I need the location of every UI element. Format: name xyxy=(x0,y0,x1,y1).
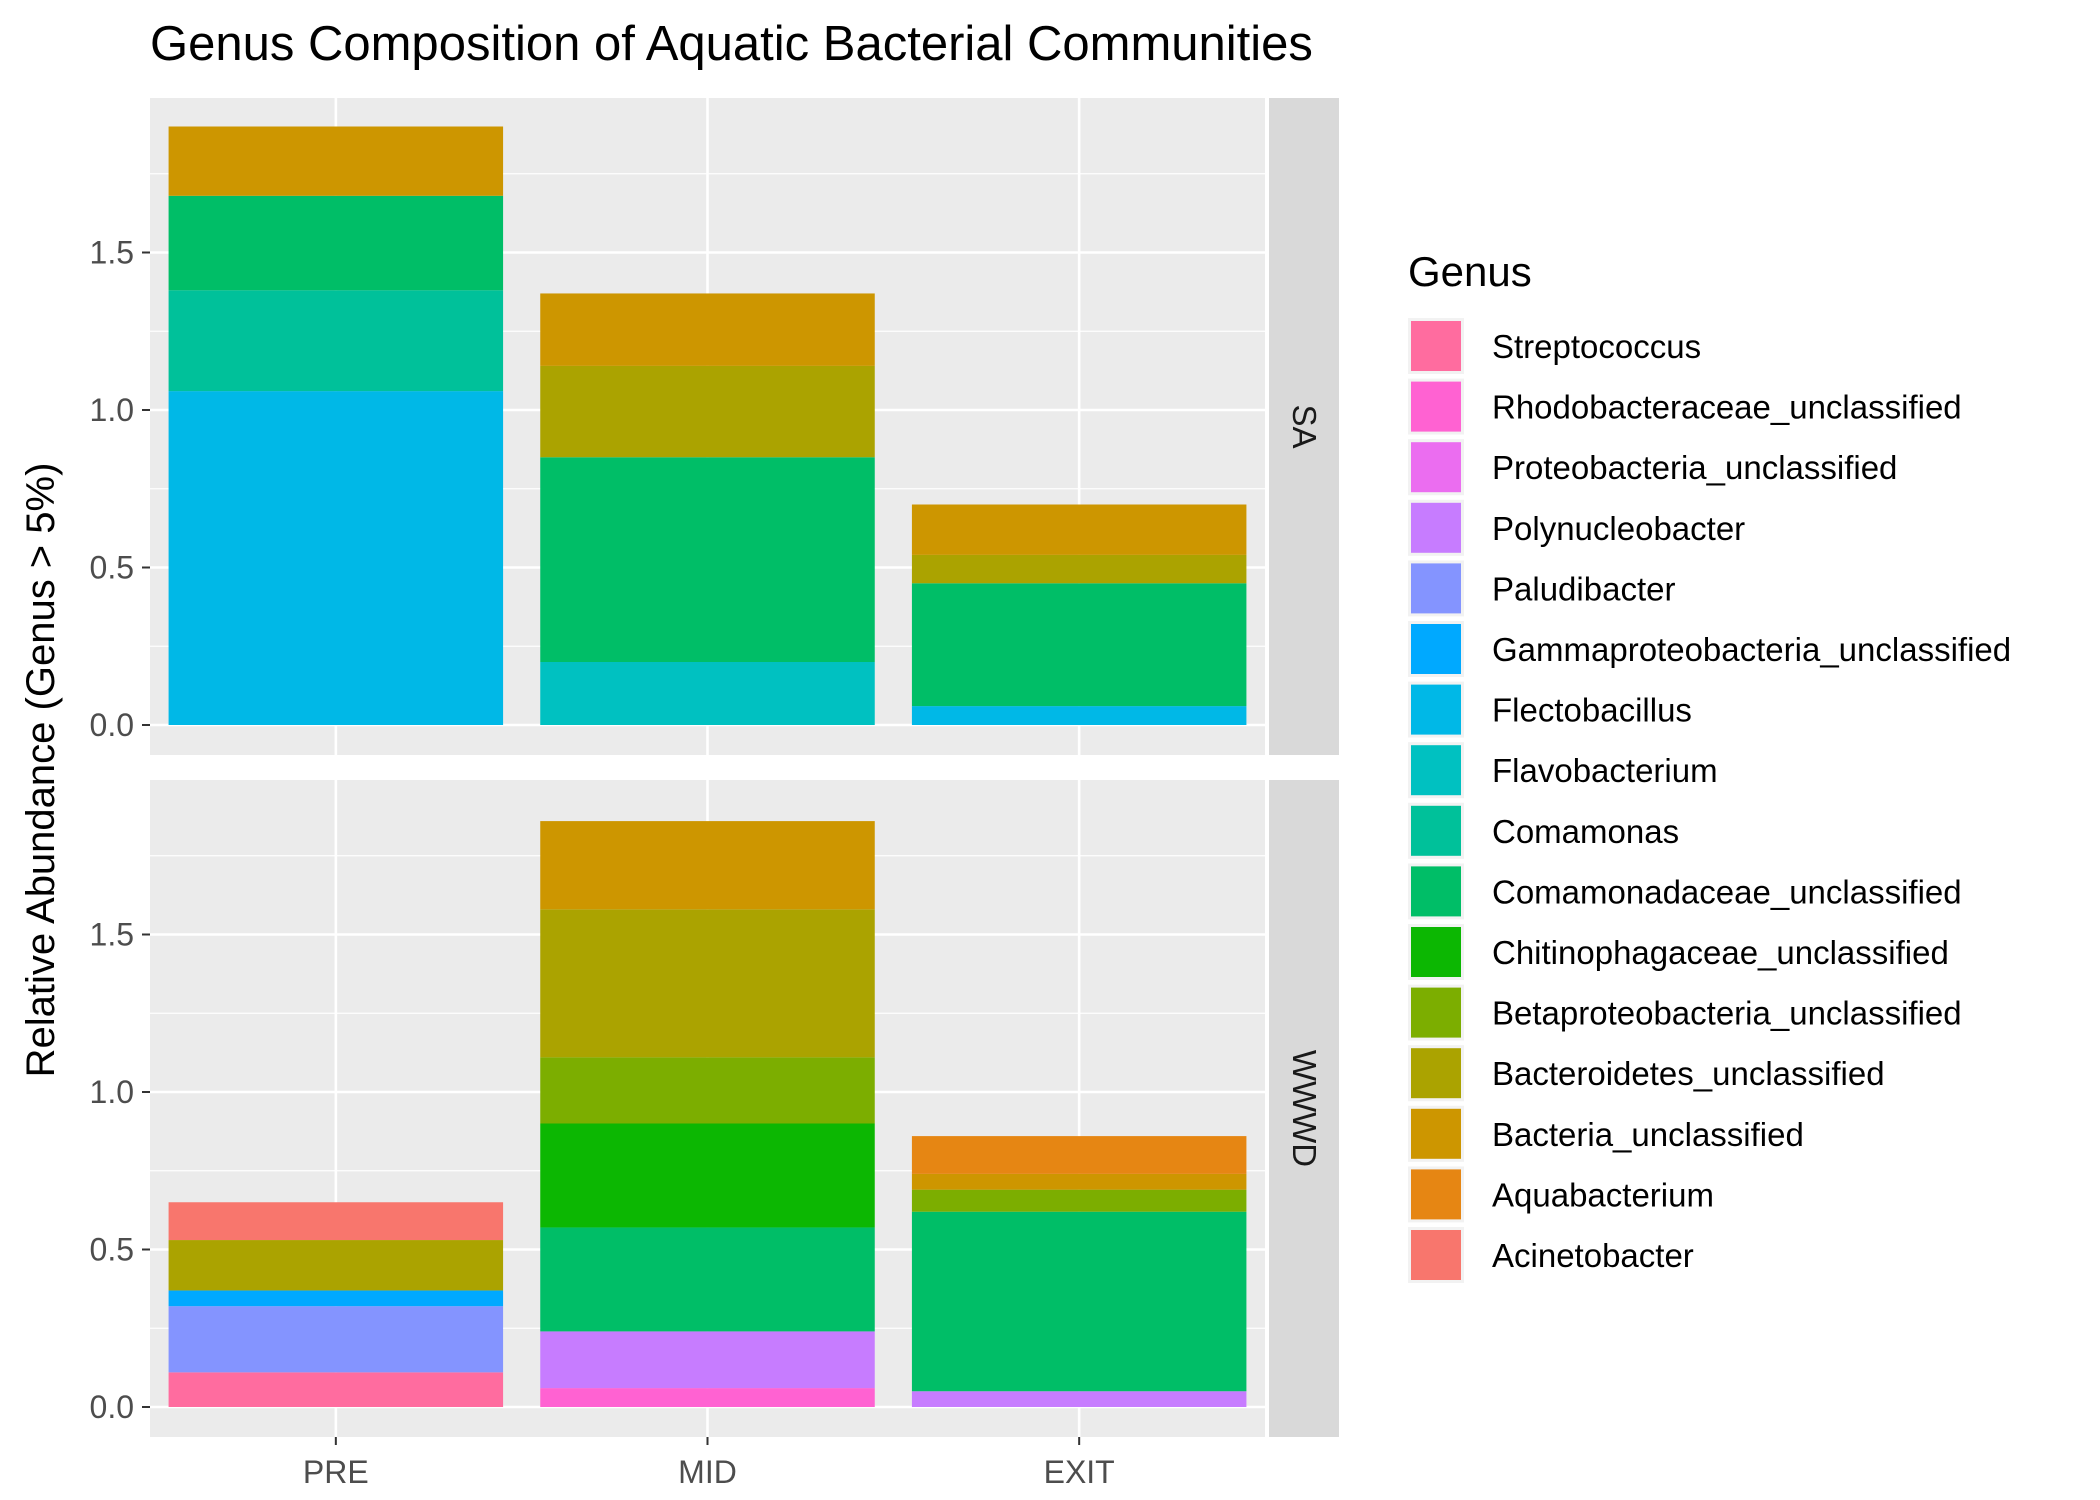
legend-label: Comamonadaceae_unclassified xyxy=(1492,873,1962,910)
bar-segment-wwwd-exit-betaproteobacteria-unclassified xyxy=(911,1189,1247,1212)
legend-label: Flavobacterium xyxy=(1492,752,1718,789)
bar-segment-wwwd-mid-polynucleobacter xyxy=(540,1331,875,1389)
y-tick-label: 1.5 xyxy=(90,917,134,953)
legend-items: Streptococcus Rhodobacteraceae_unclassifi… xyxy=(1408,318,2011,1283)
legend-swatch-comamonadaceae-unclassified xyxy=(1411,866,1461,917)
bar-segment-sa-exit-comamonadaceae-unclassified xyxy=(911,583,1247,707)
legend-swatch-polynucleobacter xyxy=(1411,502,1461,553)
y-tick-label: 0.0 xyxy=(90,1389,134,1425)
bar-segment-wwwd-mid-bacteria-unclassified xyxy=(540,821,875,910)
bar-segment-wwwd-pre-gammaproteobacteria-unclassified xyxy=(168,1290,504,1307)
legend-label: Comamonas xyxy=(1492,813,1679,850)
legend-swatch-proteobacteria-unclassified xyxy=(1411,442,1461,493)
y-axis-title: Relative Abundance (Genus > 5%) xyxy=(19,463,63,1078)
legend-swatch-gammaproteobacteria-unclassified xyxy=(1411,624,1461,674)
y-tick-label: 1.5 xyxy=(90,235,134,271)
legend-label: Betaproteobacteria_unclassified xyxy=(1492,995,1962,1032)
bar-segment-sa-pre-comamonadaceae-unclassified xyxy=(168,195,504,291)
legend-label: Chitinophagaceae_unclassified xyxy=(1492,934,1949,971)
legend-label: Bacteria_unclassified xyxy=(1492,1116,1804,1153)
chart-title: Genus Composition of Aquatic Bacterial C… xyxy=(150,17,1313,71)
bar-segment-wwwd-pre-streptococcus xyxy=(168,1372,504,1407)
y-tick-label: 0.5 xyxy=(90,550,134,586)
bar-segment-wwwd-pre-paludibacter xyxy=(168,1306,504,1373)
legend-label: Gammaproteobacteria_unclassified xyxy=(1492,631,2011,668)
legend-label: Aquabacterium xyxy=(1492,1176,1714,1213)
bar-segment-sa-exit-bacteria-unclassified xyxy=(911,504,1247,555)
bar-segment-sa-exit-flectobacillus xyxy=(911,706,1247,725)
bar-segment-sa-mid-flavobacterium xyxy=(540,662,875,725)
facet-strip-label: SA xyxy=(1286,404,1323,448)
legend-swatch-acinetobacter xyxy=(1411,1230,1461,1280)
legend-swatch-streptococcus xyxy=(1411,321,1461,371)
bar-segment-sa-pre-bacteria-unclassified xyxy=(168,126,504,196)
y-tick-label: 0.5 xyxy=(90,1232,134,1268)
legend-label: Proteobacteria_unclassified xyxy=(1492,449,1897,486)
legend-label: Acinetobacter xyxy=(1492,1237,1694,1274)
legend-swatch-chitinophagaceae-unclassified xyxy=(1411,927,1461,977)
bar-segment-wwwd-exit-polynucleobacter xyxy=(911,1391,1247,1407)
facet-strip xyxy=(1269,98,1339,755)
legend-swatch-aquabacterium xyxy=(1411,1169,1461,1220)
facet-panel-sa: 0.0 0.5 1.0 1.5 SA xyxy=(90,98,1339,755)
bar-segment-wwwd-mid-betaproteobacteria-unclassified xyxy=(540,1057,875,1124)
legend-swatch-flavobacterium xyxy=(1411,745,1461,796)
bar-segment-sa-pre-comamonas xyxy=(168,290,504,392)
bar-segment-wwwd-exit-aquabacterium xyxy=(911,1136,1247,1174)
bar-segment-sa-exit-bacteroidetes-unclassified xyxy=(911,554,1247,584)
y-tick-label: 1.0 xyxy=(90,392,134,428)
x-tick-label-mid: MID xyxy=(678,1454,737,1490)
bar-segment-sa-mid-bacteria-unclassified xyxy=(540,293,875,366)
legend-swatch-bacteria-unclassified xyxy=(1411,1108,1461,1159)
bar-segment-wwwd-exit-comamonadaceae-unclassified xyxy=(911,1211,1247,1392)
legend-label: Flectobacillus xyxy=(1492,692,1692,729)
legend-label: Polynucleobacter xyxy=(1492,510,1745,547)
bar-segment-wwwd-mid-bacteroidetes-unclassified xyxy=(540,909,875,1058)
bar-segment-sa-mid-bacteroidetes-unclassified xyxy=(540,365,875,458)
legend-swatch-bacteroidetes-unclassified xyxy=(1411,1048,1461,1099)
y-tick-label: 1.0 xyxy=(90,1074,134,1110)
legend-swatch-betaproteobacteria-unclassified xyxy=(1411,987,1461,1038)
bar-segment-wwwd-mid-chitinophagaceae-unclassified xyxy=(540,1123,875,1228)
legend-swatch-flectobacillus xyxy=(1411,684,1461,735)
legend-swatch-rhodobacteraceae-unclassified xyxy=(1411,381,1461,432)
x-tick-label-exit: EXIT xyxy=(1044,1454,1115,1490)
legend: Genus Streptococcus Rhodobacteraceae_uncl… xyxy=(1408,248,2011,1283)
legend-label: Streptococcus xyxy=(1492,328,1701,365)
bar-segment-wwwd-mid-comamonadaceae-unclassified xyxy=(540,1227,875,1332)
bar-segment-wwwd-pre-bacteroidetes-unclassified xyxy=(168,1240,504,1291)
bar-segment-wwwd-exit-bacteria-unclassified xyxy=(911,1173,1247,1190)
bar-segment-sa-mid-comamonadaceae-unclassified xyxy=(540,457,875,662)
legend-swatch-comamonas xyxy=(1411,805,1461,856)
facet-panels: 0.0 0.5 1.0 1.5 SA 0.0 0.5 1.0 1.5 WWWD PRE MID EXIT xyxy=(90,98,1339,1490)
bar-segment-wwwd-mid-rhodobacteraceae-unclassified xyxy=(540,1388,875,1407)
legend-label: Bacteroidetes_unclassified xyxy=(1492,1055,1885,1092)
legend-swatch-paludibacter xyxy=(1411,563,1461,614)
facet-strip xyxy=(1269,780,1339,1437)
bar-segment-sa-pre-flectobacillus xyxy=(168,391,504,725)
y-tick-label: 0.0 xyxy=(90,707,134,743)
x-tick-label-pre: PRE xyxy=(303,1454,369,1490)
legend-title: Genus xyxy=(1408,248,1532,295)
bar-segment-wwwd-pre-acinetobacter xyxy=(168,1202,504,1241)
legend-label: Paludibacter xyxy=(1492,570,1675,607)
legend-label: Rhodobacteraceae_unclassified xyxy=(1492,389,1962,426)
facet-panel-wwwd: 0.0 0.5 1.0 1.5 WWWD PRE MID EXIT xyxy=(90,780,1339,1490)
facet-strip-label: WWWD xyxy=(1286,1050,1323,1167)
